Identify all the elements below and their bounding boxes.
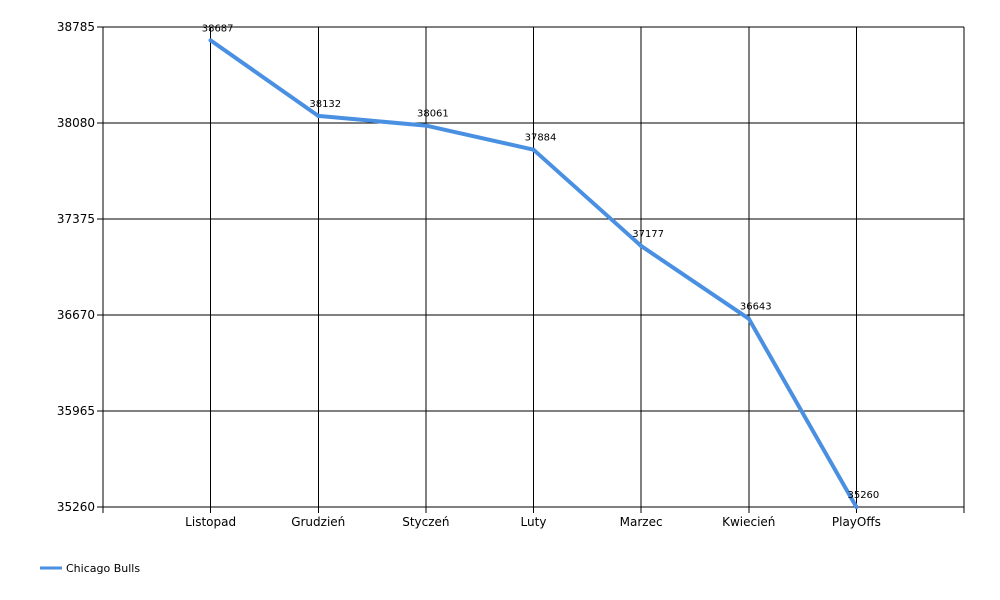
legend: Chicago Bulls bbox=[40, 562, 140, 575]
y-tick-label: 38080 bbox=[57, 116, 95, 130]
y-tick-label: 37375 bbox=[57, 212, 95, 226]
data-label: 36643 bbox=[740, 302, 772, 313]
y-tick-label: 36670 bbox=[57, 308, 95, 322]
data-label: 35260 bbox=[847, 490, 879, 501]
data-label: 37177 bbox=[632, 229, 664, 240]
data-point bbox=[531, 147, 536, 152]
y-tick-label: 35260 bbox=[57, 500, 95, 514]
data-label: 38061 bbox=[417, 109, 449, 120]
data-label: 38687 bbox=[202, 23, 234, 34]
data-point bbox=[639, 243, 644, 248]
data-point bbox=[208, 38, 213, 43]
x-tick-label: Luty bbox=[521, 515, 547, 529]
data-point bbox=[316, 113, 321, 118]
y-tick-label: 38785 bbox=[57, 20, 95, 34]
x-tick-label: Listopad bbox=[185, 515, 236, 529]
x-tick-label: PlayOffs bbox=[832, 515, 881, 529]
x-tick-label: Marzec bbox=[620, 515, 663, 529]
x-axis: Listopad Grudzień Styczeń Luty Marzec Kwiecie… bbox=[102, 506, 965, 529]
data-point bbox=[854, 505, 859, 509]
data-label: 38132 bbox=[309, 99, 341, 110]
gridlines bbox=[102, 26, 965, 508]
x-tick-label: Grudzień bbox=[291, 515, 345, 529]
y-axis: 35260 35965 36670 37375 38080 38785 bbox=[57, 20, 103, 514]
legend-label: Chicago Bulls bbox=[66, 562, 140, 575]
x-tick-label: Kwiecień bbox=[722, 515, 775, 529]
data-point bbox=[746, 316, 751, 321]
y-tick-label: 35965 bbox=[57, 404, 95, 418]
data-labels: 38687 38132 38061 37884 37177 36643 35260 bbox=[202, 23, 880, 501]
x-tick-label: Styczeń bbox=[402, 515, 449, 529]
data-label: 37884 bbox=[525, 133, 557, 144]
series-lines bbox=[208, 38, 859, 509]
data-point bbox=[423, 123, 428, 128]
